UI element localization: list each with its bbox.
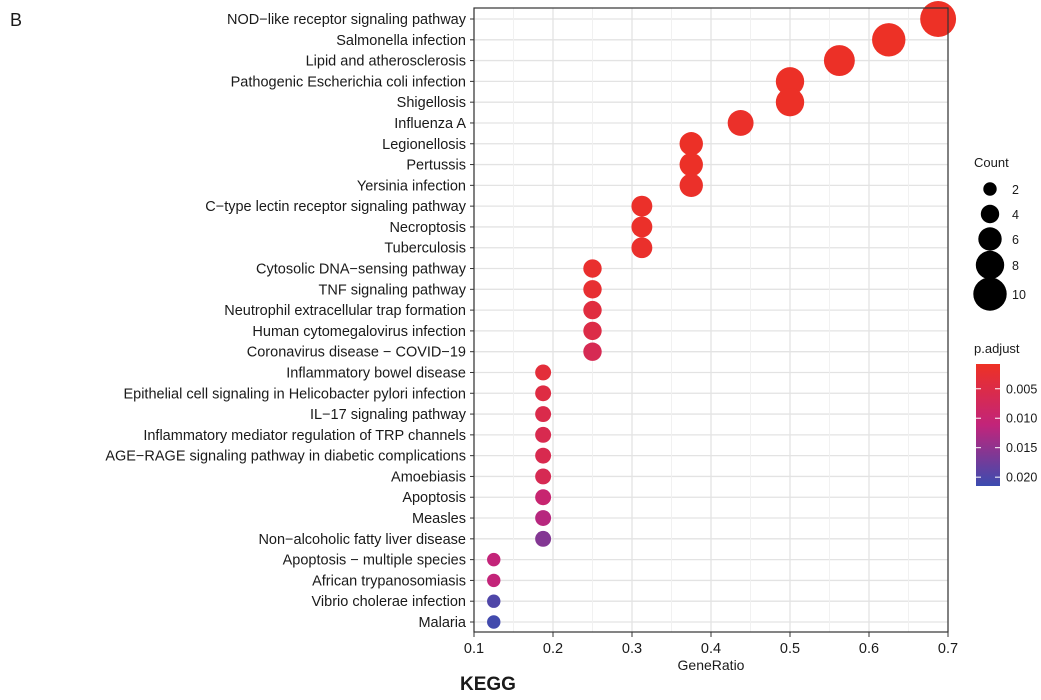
- y-axis-label: Human cytomegalovirus infection: [252, 324, 466, 340]
- y-axis-label: Neutrophil extracellular trap formation: [224, 303, 466, 319]
- x-axis-tick-label: 0.1: [464, 641, 484, 657]
- y-axis-label: Apoptosis: [402, 490, 466, 506]
- count-legend-label: 8: [1012, 259, 1019, 273]
- data-point: [775, 67, 805, 96]
- data-point: [535, 385, 552, 402]
- y-axis-label: Epithelial cell signaling in Helicobacte…: [123, 386, 466, 402]
- count-legend-title: Count: [974, 155, 1009, 170]
- y-axis-label: Inflammatory mediator regulation of TRP …: [143, 428, 466, 444]
- data-point: [679, 132, 703, 156]
- panel-letter: B: [10, 10, 23, 30]
- colorbar-tick-label: 0.010: [1006, 412, 1037, 426]
- y-axis-label: Pathogenic Escherichia coli infection: [231, 74, 466, 90]
- y-axis-label: IL−17 signaling pathway: [310, 407, 467, 423]
- count-legend-dot: [975, 250, 1005, 280]
- p-adjust-legend-title: p.adjust: [974, 341, 1020, 356]
- count-legend-dot: [978, 227, 1002, 251]
- data-point: [535, 426, 552, 443]
- y-axis-label: Lipid and atherosclerosis: [306, 54, 466, 70]
- data-point: [535, 510, 552, 526]
- count-legend-dot: [980, 204, 1000, 224]
- data-point: [487, 594, 501, 608]
- data-point: [583, 321, 602, 341]
- y-axis-label: AGE−RAGE signaling pathway in diabetic c…: [105, 449, 466, 465]
- p-adjust-legend: p.adjust 0.005 0.010 0.015 0.020: [974, 341, 1037, 486]
- data-point: [920, 1, 957, 37]
- y-axis-label: Necroptosis: [389, 220, 466, 236]
- y-axis-label: NOD−like receptor signaling pathway: [227, 12, 467, 28]
- x-axis-title: GeneRatio: [678, 657, 745, 673]
- y-axis-label: Shigellosis: [397, 95, 466, 111]
- x-axis-tick-label: 0.3: [622, 641, 642, 657]
- colorbar-tick-label: 0.020: [1006, 471, 1037, 485]
- data-point: [583, 280, 602, 299]
- colorbar-tick-label: 0.015: [1006, 441, 1037, 455]
- y-axis-label: Inflammatory bowel disease: [286, 365, 466, 381]
- y-axis-label: C−type lectin receptor signaling pathway: [205, 199, 466, 215]
- y-axis-label: Vibrio cholerae infection: [312, 594, 467, 610]
- y-axis-label: Coronavirus disease − COVID−19: [247, 345, 466, 361]
- y-axis-label: African trypanosomiasis: [312, 573, 466, 589]
- data-point: [631, 237, 653, 259]
- count-legend-label: 2: [1012, 183, 1019, 197]
- y-axis-labels: NOD−like receptor signaling pathway Salmo…: [105, 12, 474, 631]
- count-legend: Count 2 4 6 8 10: [973, 155, 1026, 311]
- count-legend-dot: [973, 277, 1007, 311]
- data-point: [487, 573, 501, 588]
- x-axis-tick-label: 0.5: [780, 641, 800, 657]
- data-point: [535, 468, 552, 485]
- data-points: [487, 1, 957, 629]
- data-point: [583, 300, 602, 320]
- data-point: [487, 552, 501, 567]
- count-legend-label: 10: [1012, 288, 1026, 302]
- y-axis-label: Amoebiasis: [391, 469, 466, 485]
- data-point: [535, 489, 552, 506]
- y-axis-label: Measles: [412, 511, 466, 527]
- data-point: [727, 110, 754, 136]
- data-point: [631, 195, 653, 217]
- y-axis-label: Malaria: [418, 615, 466, 631]
- data-point: [583, 342, 602, 361]
- data-point: [775, 87, 805, 117]
- data-point: [679, 173, 703, 198]
- x-axis-tick-label: 0.7: [938, 641, 958, 657]
- y-axis-label: Apoptosis − multiple species: [283, 553, 466, 569]
- x-axis-tick-label: 0.2: [543, 641, 563, 657]
- data-point: [583, 259, 602, 278]
- y-axis-label: Pertussis: [406, 158, 466, 174]
- data-point: [535, 364, 552, 381]
- y-axis-label: Cytosolic DNA−sensing pathway: [256, 262, 467, 278]
- colorbar-tick-label: 0.005: [1006, 382, 1037, 396]
- count-legend-label: 4: [1012, 208, 1019, 222]
- y-axis-label: Non−alcoholic fatty liver disease: [258, 532, 466, 548]
- figure-caption: KEGG: [460, 674, 516, 695]
- data-point: [679, 152, 703, 177]
- data-point: [535, 406, 552, 423]
- data-point: [535, 530, 552, 547]
- y-axis-label: Tuberculosis: [384, 241, 466, 257]
- y-axis-label: TNF signaling pathway: [319, 282, 467, 298]
- data-point: [487, 615, 501, 629]
- x-axis-tick-label: 0.6: [859, 641, 879, 657]
- x-axis-tick-label: 0.4: [701, 641, 721, 657]
- y-axis-label: Legionellosis: [382, 137, 466, 153]
- data-point: [631, 216, 653, 238]
- y-axis-label: Influenza A: [394, 116, 466, 132]
- data-point: [535, 447, 552, 464]
- count-legend-label: 6: [1012, 233, 1019, 247]
- data-point: [872, 23, 906, 57]
- data-point: [823, 45, 855, 77]
- x-axis-ticks: 0.1 0.2 0.3 0.4 0.5 0.6 0.7: [464, 632, 958, 657]
- y-axis-label: Salmonella infection: [336, 33, 466, 49]
- y-axis-label: Yersinia infection: [357, 178, 466, 194]
- count-legend-dot: [983, 182, 997, 196]
- p-adjust-colorbar: [976, 364, 1000, 486]
